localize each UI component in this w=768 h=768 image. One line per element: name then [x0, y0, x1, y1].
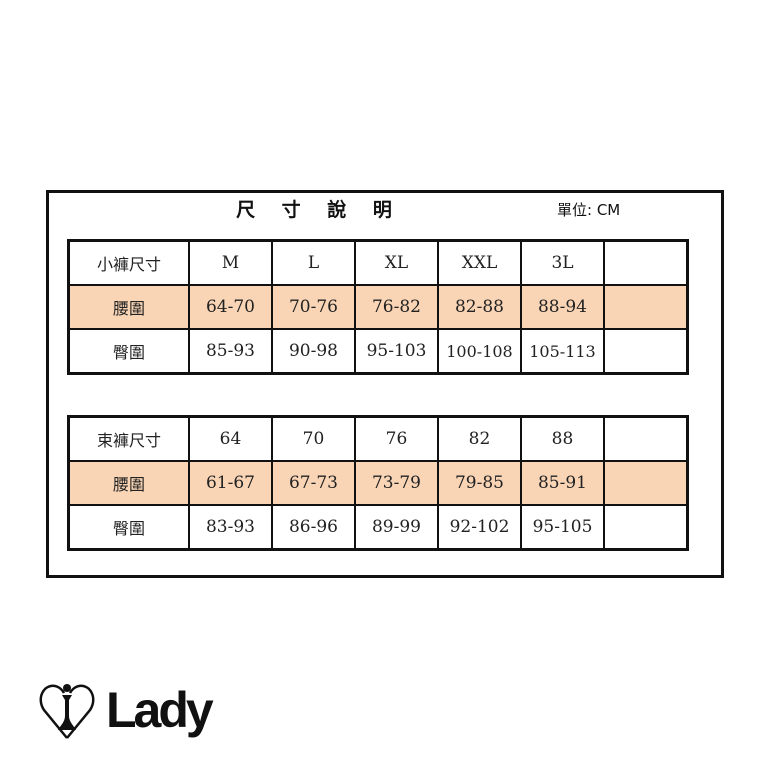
value-cell	[603, 284, 689, 330]
header-cell: 小褲尺寸	[67, 239, 190, 286]
value-cell: 85-93	[188, 328, 273, 375]
value-cell: 90-98	[271, 328, 356, 375]
value-cell: 95-105	[520, 504, 605, 551]
unit-label: 單位: CM	[557, 201, 621, 219]
header-cell: XL	[354, 239, 439, 286]
value-cell: 64-70	[188, 284, 273, 330]
table-row: 腰圍 64-70 70-76 76-82 82-88 88-94	[67, 284, 689, 330]
value-cell: 79-85	[437, 460, 522, 506]
value-cell: 61-67	[188, 460, 273, 506]
value-cell	[603, 460, 689, 506]
shapewear-size-table: 束褲尺寸 64 70 76 82 88 腰圍 61-67 67-73 73-79 79-85 85-9…	[67, 415, 689, 551]
row-label: 腰圍	[67, 460, 190, 506]
value-cell: 76-82	[354, 284, 439, 330]
value-cell: 82-88	[437, 284, 522, 330]
row-label: 臀圍	[67, 504, 190, 551]
header-cell: 88	[520, 415, 605, 462]
title-text: 尺 寸 說 明	[236, 199, 402, 221]
header-cell: XXL	[437, 239, 522, 286]
header-cell: 70	[271, 415, 356, 462]
panties-size-table: 小褲尺寸 M L XL XXL 3L 腰圍 64-70 70-76 76-82 82-88 88-94…	[67, 239, 689, 375]
table-row: 臀圍 83-93 86-96 89-99 92-102 95-105	[67, 504, 689, 551]
value-cell: 73-79	[354, 460, 439, 506]
header-cell: 76	[354, 415, 439, 462]
value-cell: 86-96	[271, 504, 356, 551]
size-chart-frame	[46, 190, 724, 578]
header-cell: 82	[437, 415, 522, 462]
value-cell: 67-73	[271, 460, 356, 506]
header-row: 束褲尺寸 64 70 76 82 88	[67, 415, 689, 462]
chart-title: 尺 寸 說 明	[0, 195, 768, 222]
value-cell: 88-94	[520, 284, 605, 330]
row-label: 腰圍	[67, 284, 190, 330]
value-cell: 83-93	[188, 504, 273, 551]
value-cell: 105-113	[520, 328, 605, 375]
header-cell: 3L	[520, 239, 605, 286]
value-cell: 92-102	[437, 504, 522, 551]
value-cell	[603, 328, 689, 375]
table-row: 腰圍 61-67 67-73 73-79 79-85 85-91	[67, 460, 689, 506]
row-label: 臀圍	[67, 328, 190, 375]
header-cell	[603, 239, 689, 286]
table-row: 臀圍 85-93 90-98 95-103 100-108 105-113	[67, 328, 689, 375]
value-cell: 95-103	[354, 328, 439, 375]
value-cell: 70-76	[271, 284, 356, 330]
value-cell: 100-108	[437, 328, 522, 375]
value-cell: 89-99	[354, 504, 439, 551]
value-cell: 85-91	[520, 460, 605, 506]
header-cell: L	[271, 239, 356, 286]
header-cell: 束褲尺寸	[67, 415, 190, 462]
header-cell: M	[188, 239, 273, 286]
logo-text: Lady	[106, 682, 214, 738]
brand-logo: Lady	[38, 680, 214, 740]
value-cell	[603, 504, 689, 551]
header-cell: 64	[188, 415, 273, 462]
heart-figure-icon	[39, 684, 95, 739]
header-cell	[603, 415, 689, 462]
header-row: 小褲尺寸 M L XL XXL 3L	[67, 239, 689, 286]
